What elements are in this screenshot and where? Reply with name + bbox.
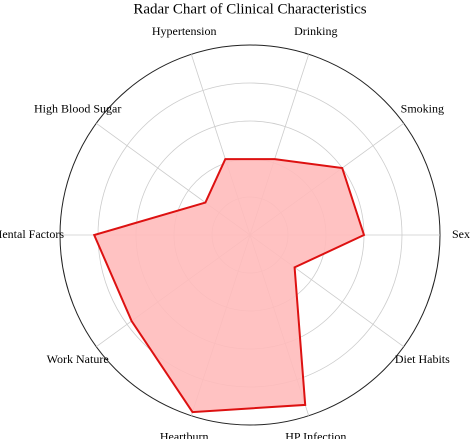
category-label: Work Nature bbox=[47, 352, 109, 366]
category-label: Drinking bbox=[294, 24, 337, 38]
category-label: Heartburn bbox=[160, 429, 209, 439]
category-label: Smoking bbox=[401, 102, 444, 116]
category-label: HP Infection bbox=[285, 429, 346, 439]
category-label: High Blood Sugar bbox=[34, 102, 121, 116]
chart-title: Radar Chart of Clinical Characteristics bbox=[133, 1, 366, 17]
category-label: Sex bbox=[452, 227, 470, 241]
category-label: Mental Factors bbox=[0, 227, 64, 241]
radar-area bbox=[92, 158, 366, 414]
category-label: Diet Habits bbox=[395, 352, 450, 366]
category-label: Hypertension bbox=[152, 24, 217, 38]
